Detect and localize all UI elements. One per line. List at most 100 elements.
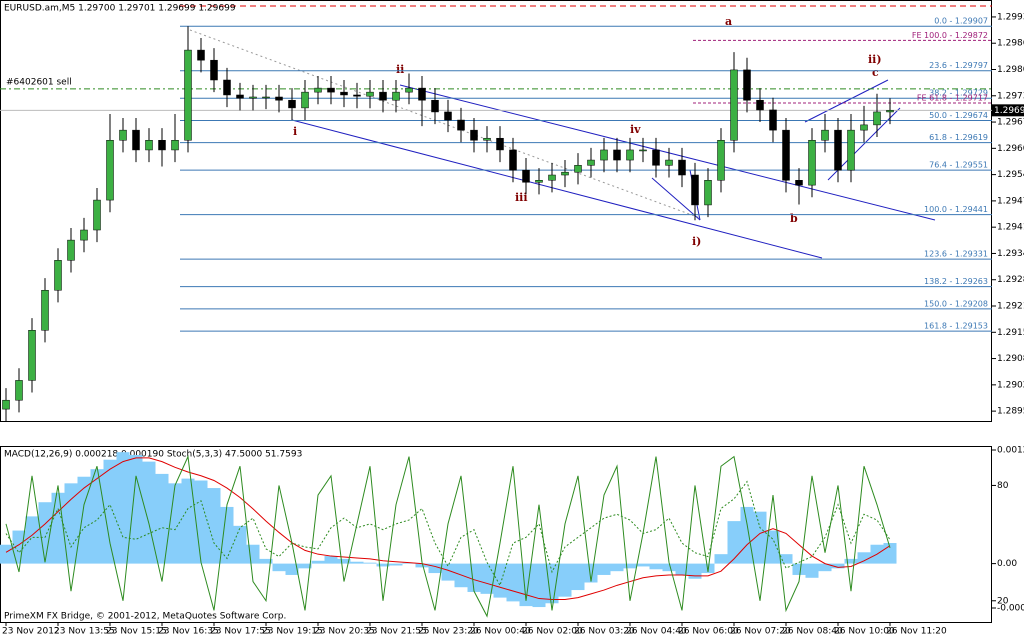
candle-body	[418, 87, 426, 101]
macd-bar	[480, 563, 494, 594]
fib-label: 50.0 - 1.29674	[929, 111, 988, 120]
stoch-line	[5, 454, 891, 618]
candle-body	[496, 137, 504, 151]
macd-bar	[844, 558, 858, 564]
candle-body	[678, 159, 686, 176]
macd-bar	[766, 530, 780, 564]
y-tick-label: 0.00	[997, 559, 1017, 569]
fib-label: 138.2 - 1.29263	[924, 277, 988, 286]
macd-bar	[831, 563, 845, 569]
candle-body	[184, 49, 192, 141]
macd-bar	[571, 563, 585, 591]
x-tick-label: 23 Nov 20:35	[314, 627, 375, 637]
x-tick-label: 23 Nov 19:15	[262, 627, 323, 637]
x-tick-label: 23 Nov 2012	[2, 627, 60, 637]
fib-label: 38.2 - 1.29729	[929, 89, 988, 98]
fe-label: FE 61.8 - 1.29717	[917, 94, 988, 103]
x-tick-label: 26 Nov 07:20	[730, 627, 791, 637]
macd-bar	[12, 530, 26, 564]
candle-body	[834, 129, 842, 171]
signal-line	[5, 457, 891, 601]
x-tick-label: 23 Nov 21:55	[366, 627, 427, 637]
macd-bar	[493, 563, 507, 598]
wave-label: ii	[396, 63, 404, 76]
y-tick-label: 1.29475	[997, 196, 1024, 206]
y-tick-label: 1.29280	[997, 275, 1024, 285]
macd-bar	[779, 554, 793, 564]
candle-body	[210, 59, 218, 81]
macd-bar	[415, 563, 429, 568]
wave-label: i)	[692, 235, 701, 248]
candle-body	[639, 149, 647, 152]
price-box	[992, 104, 1024, 117]
chart-title: EURUSD.am,M5 1.29700 1.29701 1.29699 1.2…	[4, 4, 236, 14]
candle-body	[587, 159, 595, 166]
y-tick-label: 1.29735	[997, 91, 1024, 101]
macd-bar	[389, 563, 403, 566]
y-tick-label: 1.29930	[997, 12, 1024, 22]
candle-body	[743, 69, 751, 101]
macd-bar	[64, 483, 78, 564]
macd-bar	[649, 563, 663, 570]
candle-body	[808, 139, 816, 186]
candle-body	[600, 149, 608, 161]
macd-bar	[558, 563, 572, 597]
macd-bar	[428, 563, 442, 574]
channel-line	[399, 84, 936, 221]
macd-bar	[714, 554, 728, 564]
wave-label: iii	[515, 191, 528, 204]
x-tick-label: 25 Nov 23:20	[418, 627, 479, 637]
wedge-line	[804, 79, 889, 123]
macd-bar	[116, 452, 130, 564]
y-tick-label: 1.29540	[997, 170, 1024, 180]
candle-body	[470, 129, 478, 141]
wave-label: b	[790, 212, 798, 225]
candle-body	[717, 139, 725, 181]
macd-bar	[441, 563, 455, 581]
macd-bar	[532, 563, 546, 608]
y-tick-label: -0.00047	[997, 604, 1024, 614]
candle-body	[158, 139, 166, 151]
macd-bar	[753, 511, 767, 564]
macd-bar	[376, 563, 390, 567]
x-tick-label: 26 Nov 03:20	[574, 627, 635, 637]
y-tick-label: 1.28955	[997, 407, 1024, 417]
fib-label: 150.0 - 1.29208	[924, 299, 988, 308]
candle-body	[366, 91, 374, 97]
macd-bar	[506, 563, 520, 602]
macd-bar	[77, 476, 91, 564]
footer: PrimeXM FX Bridge, © 2001-2012, MetaQuot…	[4, 612, 286, 622]
candle-body	[249, 96, 257, 99]
wave-label: iv	[630, 123, 641, 136]
macd-bar	[233, 525, 247, 564]
candle-body	[860, 124, 868, 131]
candle-body	[405, 87, 413, 93]
trend-line	[189, 29, 701, 219]
macd-bar	[285, 563, 299, 575]
candle-body	[145, 139, 153, 151]
y-tick-label: 0.001203	[997, 446, 1024, 456]
macd-bar	[818, 563, 832, 572]
candle-body	[54, 260, 62, 291]
x-tick-label: 26 Nov 02:00	[522, 627, 583, 637]
y-tick-label: 1.29605	[997, 144, 1024, 154]
candle-body	[132, 129, 140, 151]
candle-body	[262, 96, 270, 99]
sub-frame	[0, 446, 992, 623]
macd-bar	[155, 473, 169, 564]
candle-body	[15, 380, 23, 401]
wave-label: a	[725, 15, 732, 28]
macd-bar	[194, 480, 208, 564]
y-tick-label: 1.29670	[997, 118, 1024, 128]
main-frame	[0, 0, 992, 422]
macd-bar	[0, 544, 13, 564]
candle-body	[457, 119, 465, 131]
macd-bar	[727, 521, 741, 564]
candle-body	[275, 96, 283, 101]
candle-body	[548, 174, 556, 181]
x-tick-label: 23 Nov 16:35	[158, 627, 219, 637]
x-tick-label: 26 Nov 10:00	[834, 627, 895, 637]
candle-body	[379, 91, 387, 101]
macd-bar	[142, 461, 156, 564]
